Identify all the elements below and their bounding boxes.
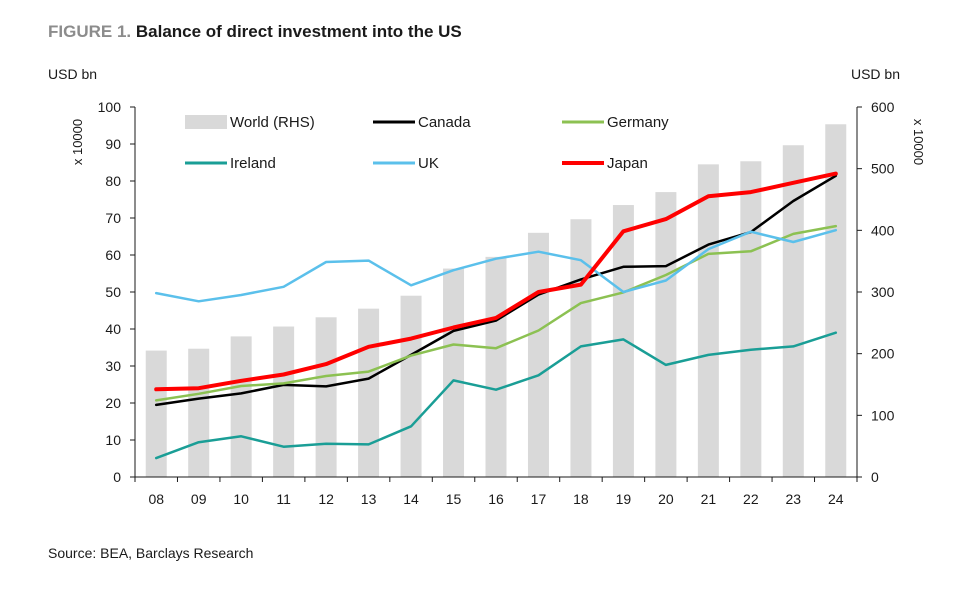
legend-label-world-rhs: World (RHS) xyxy=(230,114,315,131)
world-bar-11 xyxy=(273,326,295,477)
series-line-germany xyxy=(154,224,838,402)
x-tick-label-19: 19 xyxy=(616,491,632,507)
world-bar-22 xyxy=(740,161,762,477)
right-tick-label-500: 500 xyxy=(871,161,895,177)
world-bar-21 xyxy=(697,164,719,477)
series-line-canada xyxy=(154,174,838,407)
x-tick-label-23: 23 xyxy=(786,491,802,507)
x-tick-label-20: 20 xyxy=(658,491,674,507)
legend-label-ireland: Ireland xyxy=(230,155,276,172)
investment-chart: 0 10 20 30 40 50 60 70 80 90 100 0 100 200 300 400 500 60… xyxy=(48,66,926,507)
right-axis-multiplier: x 10000 xyxy=(911,119,926,165)
left-tick-label-30: 30 xyxy=(105,358,121,374)
figure-title: FIGURE 1. Balance of direct investment i… xyxy=(48,22,462,42)
x-tick-label-24: 24 xyxy=(828,491,844,507)
left-tick-label-80: 80 xyxy=(105,173,121,189)
right-tick-label-100: 100 xyxy=(871,407,895,423)
legend-label-uk: UK xyxy=(418,155,439,172)
left-axis-unit: USD bn xyxy=(48,66,97,82)
world-bar-16 xyxy=(485,256,507,477)
x-tick-label-11: 11 xyxy=(276,491,291,507)
world-bar-12 xyxy=(315,317,337,477)
left-tick-label-40: 40 xyxy=(105,321,121,337)
x-tick-label-18: 18 xyxy=(573,491,589,507)
legend-label-germany: Germany xyxy=(607,114,669,131)
right-tick-label-400: 400 xyxy=(871,222,895,238)
legend-label-japan: Japan xyxy=(607,155,648,172)
x-tick-label-16: 16 xyxy=(488,491,504,507)
x-tick-label-08: 08 xyxy=(148,491,164,507)
x-tick-label-21: 21 xyxy=(701,491,717,507)
world-bar-23 xyxy=(782,145,804,477)
right-axis-unit: USD bn xyxy=(851,66,900,82)
left-tick-label-50: 50 xyxy=(105,284,121,300)
x-tick-label-10: 10 xyxy=(233,491,249,507)
x-tick-label-22: 22 xyxy=(743,491,759,507)
left-axis-multiplier: x 10000 xyxy=(70,119,85,165)
world-bar-09 xyxy=(188,348,210,477)
world-bar-17 xyxy=(527,232,549,477)
world-bar-13 xyxy=(358,308,380,477)
left-tick-label-90: 90 xyxy=(105,136,121,152)
world-bar-10 xyxy=(230,336,252,477)
x-tick-label-13: 13 xyxy=(361,491,377,507)
legend-label-canada: Canada xyxy=(418,114,471,131)
source-note: Source: BEA, Barclays Research xyxy=(48,545,254,561)
world-bar-19 xyxy=(612,205,634,478)
x-tick-label-14: 14 xyxy=(403,491,419,507)
legend-swatch-world-rhs xyxy=(185,115,227,129)
figure-title-text: Balance of direct investment into the US xyxy=(135,22,462,41)
left-tick-label-100: 100 xyxy=(98,99,122,115)
right-tick-label-0: 0 xyxy=(871,469,879,485)
left-tick-label-20: 20 xyxy=(105,395,121,411)
right-tick-label-300: 300 xyxy=(871,284,895,300)
series-line-japan xyxy=(154,171,838,392)
left-tick-label-60: 60 xyxy=(105,247,121,263)
world-bar-15 xyxy=(443,268,465,477)
x-tick-label-15: 15 xyxy=(446,491,462,507)
left-tick-label-10: 10 xyxy=(105,432,121,448)
x-tick-label-09: 09 xyxy=(191,491,207,507)
world-bar-20 xyxy=(655,192,677,477)
x-tick-label-12: 12 xyxy=(318,491,334,507)
series-line-ireland xyxy=(154,331,838,460)
world-bar-24 xyxy=(825,124,847,478)
figure-label: FIGURE 1. xyxy=(48,22,132,41)
series-line-uk xyxy=(154,228,838,303)
left-tick-label-70: 70 xyxy=(105,210,121,226)
world-bar-14 xyxy=(400,295,422,477)
world-bar-08 xyxy=(145,350,167,477)
left-tick-label-0: 0 xyxy=(113,469,121,485)
x-tick-label-17: 17 xyxy=(531,491,547,507)
right-tick-label-200: 200 xyxy=(871,346,895,362)
right-tick-label-600: 600 xyxy=(871,99,895,115)
